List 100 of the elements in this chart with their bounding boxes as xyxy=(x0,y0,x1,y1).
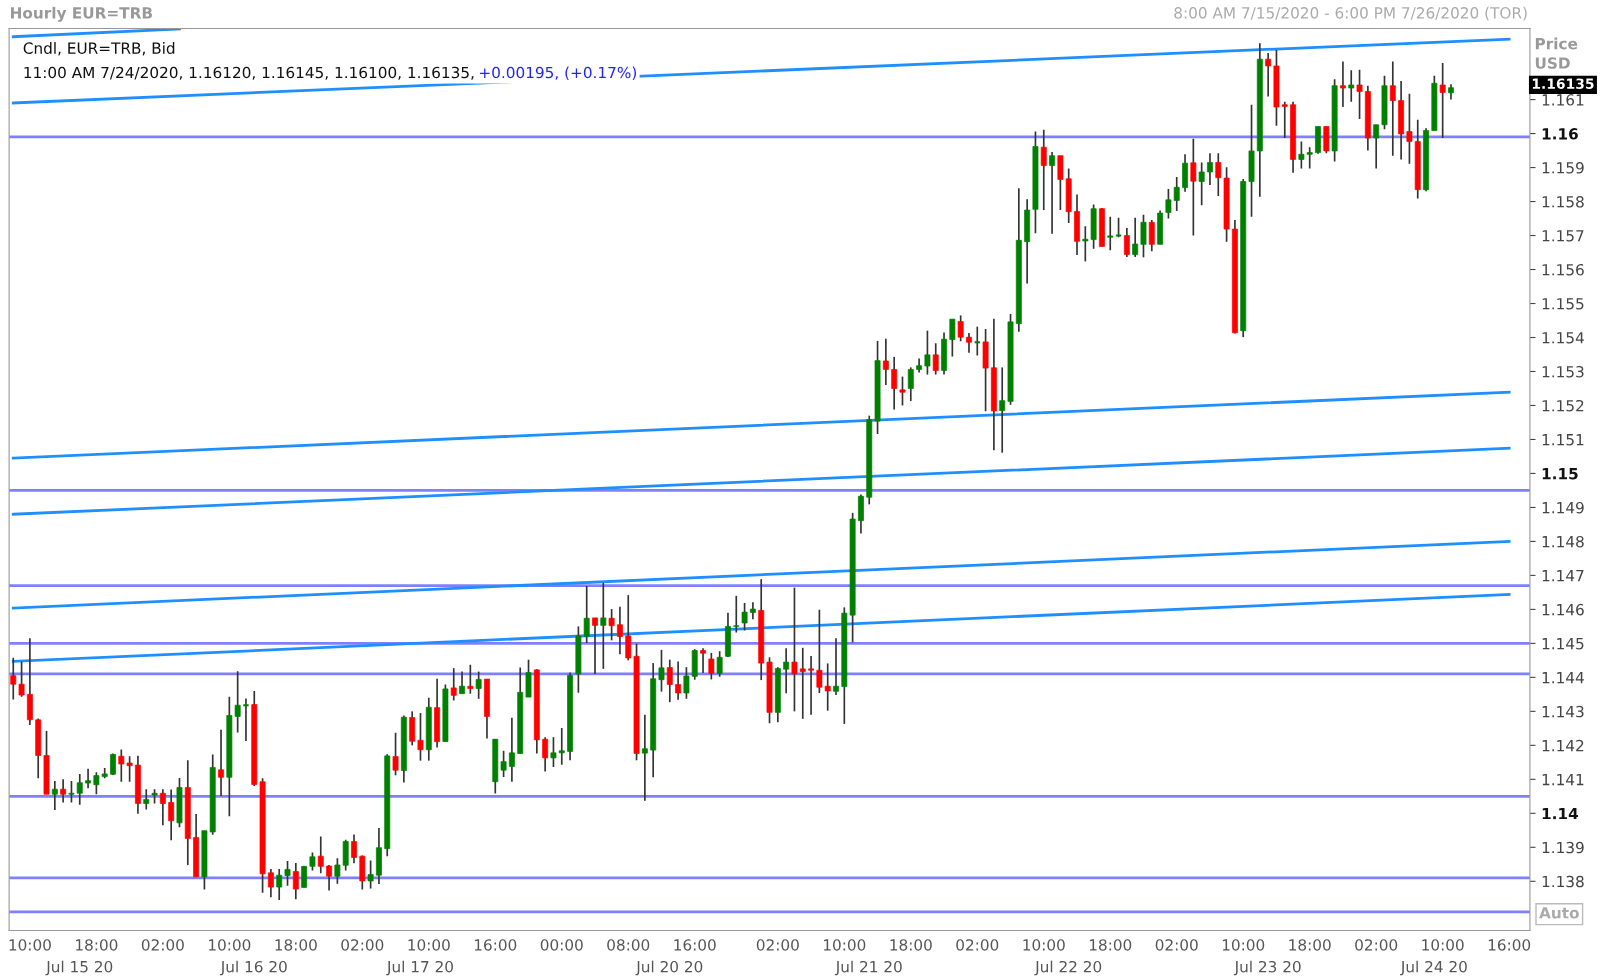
candlestick xyxy=(1148,219,1155,253)
candlestick xyxy=(1389,60,1396,157)
y-axis-title: Price USD xyxy=(1535,37,1578,69)
y-tick-label: 1.157 xyxy=(1542,230,1584,242)
candlestick xyxy=(741,602,748,632)
y-tick-label: 1.139 xyxy=(1542,841,1584,854)
candlestick xyxy=(683,666,690,700)
candlestick xyxy=(1049,151,1055,235)
y-tick-label: 1.153 xyxy=(1542,365,1584,378)
y-tick-label: 1.14 xyxy=(1542,807,1579,820)
x-tick-label: Jul 21 20 xyxy=(834,960,902,976)
candlestick xyxy=(417,712,424,762)
candlestick xyxy=(833,637,839,696)
candlestick xyxy=(351,833,357,865)
candlestick xyxy=(276,868,283,901)
y-tick-label: 1.143 xyxy=(1542,705,1584,718)
candlestick xyxy=(708,652,715,681)
x-tick-label: 18:00 xyxy=(275,939,317,951)
candlestick xyxy=(891,356,898,411)
x-tick-label: 18:00 xyxy=(76,939,118,951)
x-tick-label: 02:00 xyxy=(1355,939,1398,951)
candlestick xyxy=(76,773,83,806)
candlestick xyxy=(733,594,740,634)
y-tick-label: 1.156 xyxy=(1542,263,1584,276)
candlestick xyxy=(1123,227,1130,258)
y-tick-label: 1.15 xyxy=(1542,468,1578,480)
candlestick xyxy=(550,736,557,768)
y-tick-label: 1.159 xyxy=(1542,162,1584,174)
y-tick-label: 1.145 xyxy=(1542,638,1584,650)
y-tick-label: 1.16 xyxy=(1542,128,1578,140)
candlestick xyxy=(1165,188,1172,220)
text: 1.16135 xyxy=(1532,78,1594,89)
candlestick xyxy=(68,780,75,804)
x-tick-label: Jul 20 20 xyxy=(635,960,703,976)
candlestick xyxy=(1340,60,1346,108)
x-tick-label: Jul 22 20 xyxy=(1034,960,1102,976)
candlestick xyxy=(1348,69,1355,103)
x-tick-label: 18:00 xyxy=(890,939,932,951)
candlestick xyxy=(1107,216,1114,251)
x-tick-label: 10:00 xyxy=(1023,939,1065,951)
x-tick-label: Jul 15 20 xyxy=(45,960,113,976)
candlestick xyxy=(309,851,316,872)
y-tick-label: 1.146 xyxy=(1542,603,1584,616)
y-tick-label: 1.144 xyxy=(1542,672,1584,684)
candlestick xyxy=(666,658,673,704)
candlestick xyxy=(326,864,332,892)
candlestick xyxy=(267,868,274,899)
candlestick xyxy=(367,859,374,890)
candlestick xyxy=(301,865,308,889)
candlestick xyxy=(1406,92,1413,165)
y-tick-label: 1.152 xyxy=(1542,399,1584,412)
candlestick xyxy=(957,314,964,343)
candlestick xyxy=(1265,52,1272,98)
candlestick xyxy=(459,670,465,695)
annotation: Cndl, EUR=TRB, Bid xyxy=(23,42,175,56)
candlestick xyxy=(218,728,224,797)
candlestick xyxy=(658,649,665,693)
candlestick xyxy=(700,647,706,674)
candlestick xyxy=(1281,100,1288,139)
x-tick-label: 10:00 xyxy=(9,939,51,951)
candlestick xyxy=(966,332,972,354)
candlestick xyxy=(242,697,250,742)
candlestick xyxy=(392,731,399,777)
text: Auto xyxy=(1539,907,1579,919)
y-tick-label: 1.138 xyxy=(1542,875,1584,888)
candlestick xyxy=(168,788,175,841)
y-tick-label: 1.142 xyxy=(1542,739,1584,752)
candlestick xyxy=(899,375,906,407)
candlestick xyxy=(1439,62,1446,139)
y-tick-label: 1.155 xyxy=(1542,298,1584,310)
candlestick xyxy=(907,366,914,402)
candlestick xyxy=(808,655,814,716)
candlestick xyxy=(999,366,1006,454)
x-tick-label: 02:00 xyxy=(141,939,184,951)
candlestick xyxy=(791,586,798,713)
candlestick xyxy=(608,608,615,642)
candlestick xyxy=(1207,152,1213,186)
candlestick xyxy=(450,667,457,702)
candlestick xyxy=(110,752,116,776)
candlestick xyxy=(932,342,939,376)
candlestick xyxy=(85,767,91,789)
x-tick-label: Jul 23 20 xyxy=(1233,960,1301,976)
candlestick xyxy=(475,670,482,700)
candlestick xyxy=(467,663,474,695)
candlestick xyxy=(617,605,623,656)
candlestick xyxy=(716,650,723,678)
candlestick xyxy=(143,788,150,811)
x-tick-label: 18:00 xyxy=(1089,939,1132,951)
candlestick xyxy=(783,647,790,695)
candlestick xyxy=(949,318,956,358)
x-tick-label: 02:00 xyxy=(756,939,799,951)
candlestick xyxy=(641,713,648,802)
y-tick-label: 1.161 xyxy=(1542,94,1584,106)
candlestick xyxy=(542,736,549,773)
y-tick-label: 1.158 xyxy=(1542,196,1584,208)
candlestick xyxy=(1140,213,1147,259)
x-tick-label: 08:00 xyxy=(607,939,650,951)
x-tick-label: 02:00 xyxy=(956,939,999,951)
annotation: +0.00195, (+0.17%) xyxy=(480,66,637,81)
chart-subtitle: 8:00 AM 7/15/2020 - 6:00 PM 7/26/2020 (TOR) xyxy=(1174,6,1527,21)
